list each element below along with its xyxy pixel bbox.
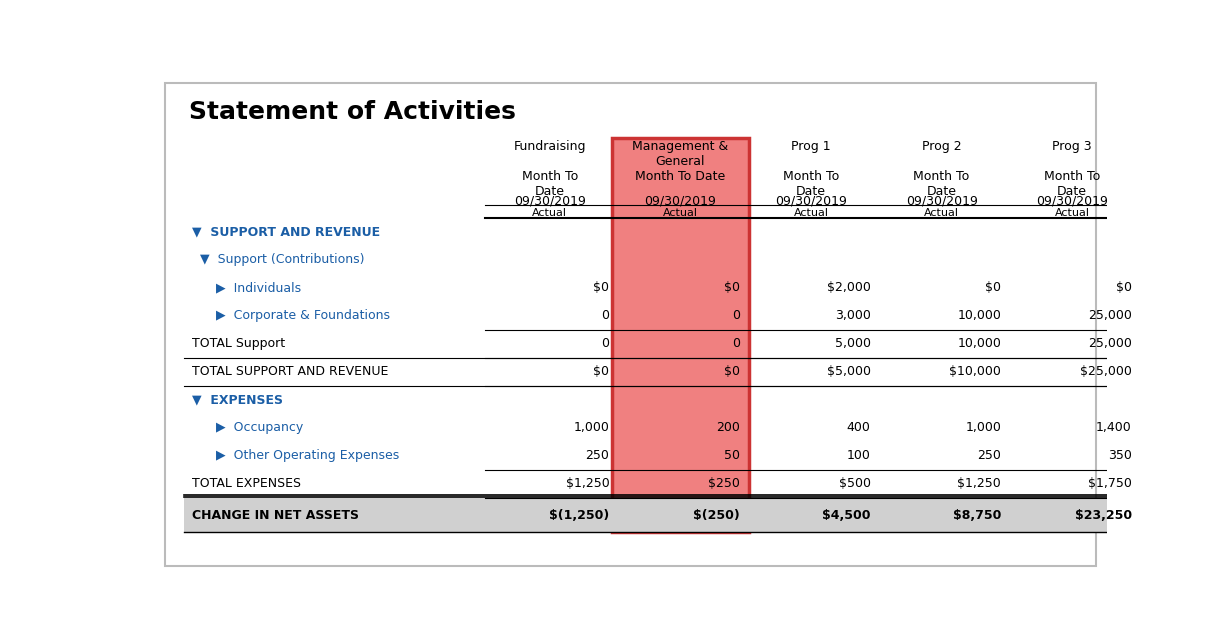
Text: $8,750: $8,750 — [953, 509, 1001, 522]
Text: Actual: Actual — [533, 208, 567, 219]
Text: 50: 50 — [724, 449, 740, 462]
Text: $1,750: $1,750 — [1087, 477, 1132, 490]
Text: ▼  Support (Contributions): ▼ Support (Contributions) — [192, 253, 364, 266]
Text: 0: 0 — [732, 337, 740, 350]
Text: ▼  EXPENSES: ▼ EXPENSES — [192, 393, 283, 406]
Text: 1,400: 1,400 — [1096, 421, 1132, 434]
Text: $1,250: $1,250 — [566, 477, 609, 490]
Text: $0: $0 — [593, 365, 609, 378]
Text: CHANGE IN NET ASSETS: CHANGE IN NET ASSETS — [192, 509, 359, 522]
Text: 350: 350 — [1108, 449, 1132, 462]
Text: 09/30/2019: 09/30/2019 — [775, 194, 847, 208]
Text: TOTAL EXPENSES: TOTAL EXPENSES — [192, 477, 301, 490]
Text: 100: 100 — [846, 449, 871, 462]
Text: $0: $0 — [724, 281, 740, 294]
Text: $0: $0 — [724, 365, 740, 378]
Text: 10,000: 10,000 — [957, 337, 1001, 350]
Text: 09/30/2019: 09/30/2019 — [1036, 194, 1108, 208]
Text: $2,000: $2,000 — [827, 281, 871, 294]
FancyBboxPatch shape — [184, 498, 1138, 532]
Text: 25,000: 25,000 — [1087, 309, 1132, 322]
Text: Month To
Date: Month To Date — [914, 170, 969, 198]
FancyBboxPatch shape — [165, 83, 1096, 566]
Text: $4,500: $4,500 — [822, 509, 871, 522]
Text: 3,000: 3,000 — [835, 309, 871, 322]
Text: Actual: Actual — [924, 208, 959, 219]
Text: 25,000: 25,000 — [1087, 337, 1132, 350]
Text: Month To
Date: Month To Date — [782, 170, 839, 198]
Text: 250: 250 — [978, 449, 1001, 462]
Text: $25,000: $25,000 — [1080, 365, 1132, 378]
Text: Prog 2: Prog 2 — [921, 140, 962, 153]
Text: 09/30/2019: 09/30/2019 — [905, 194, 978, 208]
Text: Prog 3: Prog 3 — [1053, 140, 1092, 153]
FancyBboxPatch shape — [613, 138, 749, 532]
Text: $0: $0 — [1116, 281, 1132, 294]
Text: $10,000: $10,000 — [950, 365, 1001, 378]
Text: TOTAL Support: TOTAL Support — [192, 337, 285, 350]
Text: Month To
Date: Month To Date — [522, 170, 578, 198]
Text: $(250): $(250) — [694, 509, 740, 522]
Text: 200: 200 — [716, 421, 740, 434]
Text: Month To
Date: Month To Date — [1044, 170, 1101, 198]
Text: 09/30/2019: 09/30/2019 — [514, 194, 585, 208]
Text: 400: 400 — [846, 421, 871, 434]
Text: Actual: Actual — [793, 208, 829, 219]
Text: 1,000: 1,000 — [573, 421, 609, 434]
Text: 250: 250 — [585, 449, 609, 462]
Text: $1,250: $1,250 — [957, 477, 1001, 490]
Text: $0: $0 — [985, 281, 1001, 294]
Text: Actual: Actual — [1054, 208, 1090, 219]
Text: 0: 0 — [601, 309, 609, 322]
Text: 1,000: 1,000 — [966, 421, 1001, 434]
Text: 10,000: 10,000 — [957, 309, 1001, 322]
Text: ▼  SUPPORT AND REVENUE: ▼ SUPPORT AND REVENUE — [192, 225, 380, 238]
Text: ▶  Individuals: ▶ Individuals — [192, 281, 301, 294]
Text: Management &
General: Management & General — [632, 140, 728, 168]
Text: Prog 1: Prog 1 — [791, 140, 830, 153]
Text: Month To Date: Month To Date — [636, 170, 726, 183]
Text: Actual: Actual — [663, 208, 697, 219]
Text: Fundraising: Fundraising — [514, 140, 585, 153]
Text: TOTAL SUPPORT AND REVENUE: TOTAL SUPPORT AND REVENUE — [192, 365, 389, 378]
Text: $23,250: $23,250 — [1075, 509, 1132, 522]
Text: $500: $500 — [839, 477, 871, 490]
Text: ▶  Corporate & Foundations: ▶ Corporate & Foundations — [192, 309, 390, 322]
Text: $5,000: $5,000 — [827, 365, 871, 378]
Text: 0: 0 — [732, 309, 740, 322]
Text: $(1,250): $(1,250) — [549, 509, 609, 522]
Text: 0: 0 — [601, 337, 609, 350]
Text: $250: $250 — [708, 477, 740, 490]
Text: ▶  Occupancy: ▶ Occupancy — [192, 421, 303, 434]
Text: 5,000: 5,000 — [835, 337, 871, 350]
Text: 09/30/2019: 09/30/2019 — [645, 194, 716, 208]
Text: ▶  Other Operating Expenses: ▶ Other Operating Expenses — [192, 449, 399, 462]
Text: Statement of Activities: Statement of Activities — [189, 100, 515, 125]
Text: $0: $0 — [593, 281, 609, 294]
